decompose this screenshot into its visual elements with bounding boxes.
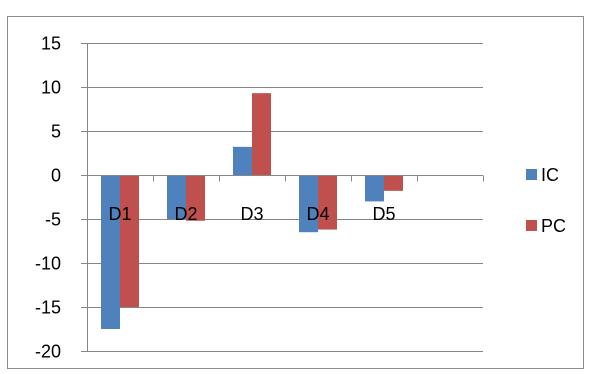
- bar-ic-d2: [167, 175, 186, 219]
- chart-border: [7, 16, 584, 369]
- labels: 15 10 5 0 -5 -10 -15 -20 D1 D2 D3 D4 D5: [35, 34, 396, 362]
- legend-label-pc: PC: [541, 216, 566, 236]
- bar-ic-d1: [101, 175, 120, 329]
- y-tick-label: -15: [35, 298, 61, 318]
- bar-pc-d1: [120, 175, 139, 307]
- y-tick-label: 15: [41, 34, 61, 54]
- y-tick-label: 0: [51, 166, 61, 186]
- x-tick-label: D3: [240, 204, 263, 224]
- bar-pc-d5: [384, 175, 403, 191]
- y-tick-label: 5: [51, 122, 61, 142]
- y-tick-label: 10: [41, 78, 61, 98]
- x-tick-label: D1: [108, 204, 131, 224]
- bar-ic-d5: [365, 175, 384, 202]
- legend-swatch-ic: [526, 169, 537, 180]
- axes: [81, 43, 484, 352]
- y-tick-label: -20: [35, 342, 61, 362]
- bar-group: [101, 93, 403, 329]
- x-tick-label: D4: [306, 204, 329, 224]
- legend-label-ic: IC: [541, 165, 559, 185]
- bar-pc-d4: [318, 175, 337, 230]
- legend-swatch-pc: [526, 220, 537, 231]
- legend: IC PC: [526, 165, 566, 236]
- bar-ic-d4: [299, 175, 318, 233]
- y-tick-label: -5: [45, 210, 61, 230]
- bar-pc-d3: [252, 93, 271, 175]
- x-tick-label: D2: [174, 204, 197, 224]
- y-tick-label: -10: [35, 254, 61, 274]
- x-tick-label: D5: [372, 204, 395, 224]
- bar-pc-d2: [186, 175, 205, 221]
- bar-ic-d3: [233, 146, 252, 175]
